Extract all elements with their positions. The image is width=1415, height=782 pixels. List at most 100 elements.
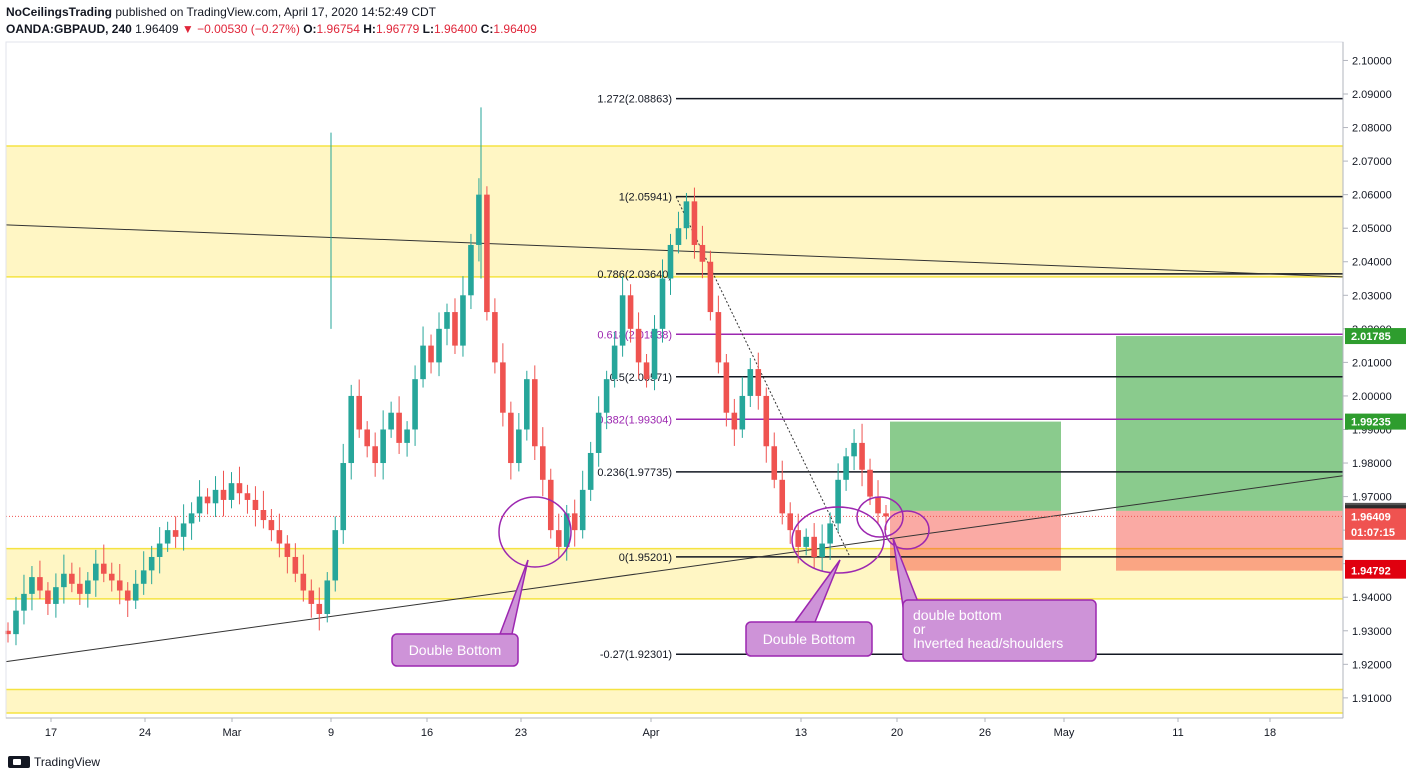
candle-body-66 — [532, 379, 538, 447]
target-box-1 — [1116, 336, 1343, 511]
y-tick-label-1: 2.09000 — [1352, 89, 1392, 101]
highlight-circles — [498, 496, 930, 574]
high-value: 1.96779 — [375, 22, 420, 36]
candle-body-28 — [228, 483, 235, 500]
candle-body-87 — [699, 244, 706, 262]
candle-body-2 — [21, 593, 27, 611]
candle-body-39 — [316, 603, 323, 614]
candle-body-29 — [236, 483, 243, 494]
fib-label-1: 1(2.05941) — [619, 192, 672, 204]
x-tick-label-3: 9 — [328, 727, 334, 739]
price-label-4: 1.96409 — [1351, 511, 1391, 523]
candle-body-10 — [85, 580, 91, 594]
candle-body-102 — [819, 543, 825, 557]
candle-body-86 — [691, 201, 698, 245]
candle-body-68 — [547, 479, 554, 531]
candle-body-109 — [875, 496, 881, 514]
circle-first-double-bottom — [498, 496, 572, 568]
candle-body-4 — [37, 577, 43, 591]
candle-body-84 — [675, 228, 682, 245]
fib-label-8: -0.27(1.92301) — [600, 649, 672, 661]
candle-body-91 — [731, 412, 738, 430]
symbol-label: OANDA:GBPAUD, 240 — [6, 22, 132, 36]
candle-body-110 — [883, 513, 889, 517]
x-tick-label-9: 26 — [979, 727, 991, 739]
candle-body-22 — [180, 523, 187, 537]
zone-2 — [6, 689, 1343, 713]
close-value: 1.96409 — [493, 22, 537, 36]
candle-body-62 — [500, 362, 506, 413]
ohlc-line: OANDA:GBPAUD, 240 1.96409 ▼ −0.00530 (−0… — [6, 21, 537, 38]
candle-body-78 — [627, 295, 634, 329]
candle-body-77 — [619, 295, 626, 346]
support-resistance-zones — [6, 145, 1343, 714]
candlesticks — [5, 107, 889, 646]
footer-brand[interactable]: TradingView — [34, 755, 101, 769]
circle-head-shoulders-right — [884, 510, 930, 550]
candle-body-34 — [276, 530, 283, 544]
publisher-name[interactable]: NoCeilingsTrading — [6, 5, 113, 19]
candle-body-106 — [851, 442, 857, 457]
price-label-0: 2.01785 — [1351, 331, 1391, 343]
candle-body-63 — [508, 412, 514, 464]
target-box-0 — [890, 421, 1061, 511]
candle-body-76 — [611, 345, 618, 380]
x-tick-label-4: 16 — [421, 727, 433, 739]
position-boxes — [890, 336, 1343, 571]
y-tick-label-0: 2.10000 — [1352, 55, 1392, 67]
close-label: C: — [480, 22, 494, 36]
trendlines — [5, 196, 1344, 663]
candle-body-80 — [643, 362, 650, 380]
candle-body-107 — [859, 442, 865, 470]
candle-body-104 — [835, 479, 841, 524]
y-tick-label-6: 2.04000 — [1352, 257, 1392, 269]
fib-label-2: 0.786(2.03640) — [597, 269, 672, 281]
candle-body-60 — [484, 194, 490, 313]
candle-body-54 — [436, 328, 442, 363]
low-label: L: — [422, 22, 434, 36]
candle-body-99 — [795, 530, 801, 547]
candle-body-13 — [108, 573, 115, 581]
x-tick-label-6: Apr — [642, 727, 659, 739]
y-tick-label-7: 2.03000 — [1352, 290, 1392, 302]
candle-body-105 — [843, 456, 849, 480]
annotation-box-0 — [391, 633, 519, 667]
y-tick-label-4: 2.06000 — [1352, 190, 1392, 202]
candle-body-20 — [164, 530, 171, 544]
x-tick-label-7: 13 — [795, 727, 807, 739]
fib-label-0: 1.272(2.08863) — [597, 94, 672, 106]
candle-body-35 — [284, 543, 291, 557]
open-value: 1.96754 — [316, 22, 360, 36]
y-tick-label-10: 2.00000 — [1352, 391, 1392, 403]
candle-body-42 — [340, 463, 347, 531]
candle-body-15 — [124, 590, 131, 601]
resistance-trendline — [5, 224, 1344, 278]
annotation-text-2-0: double bottom — [913, 607, 1002, 623]
y-tick-label-16: 1.94000 — [1352, 592, 1392, 604]
footer: TradingView — [8, 755, 100, 769]
candle-body-88 — [707, 261, 714, 313]
candle-body-57 — [460, 295, 466, 346]
fib-label-7: 0(1.95201) — [619, 552, 672, 564]
fib-label-5: 0.382(1.99304) — [597, 414, 672, 426]
fib-label-6: 0.236(1.97735) — [597, 467, 672, 479]
open-label: O: — [303, 22, 317, 36]
candle-body-64 — [516, 429, 522, 464]
candle-body-75 — [603, 379, 610, 413]
circle-head-shoulders-small — [856, 496, 904, 538]
price-label-bg-4 — [1345, 508, 1406, 525]
y-tick-label-19: 1.91000 — [1352, 693, 1392, 705]
candle-body-98 — [787, 513, 794, 531]
candle-body-53 — [428, 345, 434, 363]
annotation-box-1 — [745, 621, 873, 657]
circle-second-double-bottom — [791, 506, 885, 574]
y-tick-label-3: 2.07000 — [1352, 156, 1392, 168]
annotation-box-2 — [902, 599, 1097, 662]
candle-body-70 — [563, 513, 570, 547]
candle-body-65 — [524, 379, 530, 430]
candle-body-97 — [779, 479, 786, 514]
candle-body-55 — [444, 312, 450, 329]
candle-body-30 — [244, 493, 251, 500]
price-change: ▼ −0.00530 (−0.27%) — [181, 22, 300, 36]
